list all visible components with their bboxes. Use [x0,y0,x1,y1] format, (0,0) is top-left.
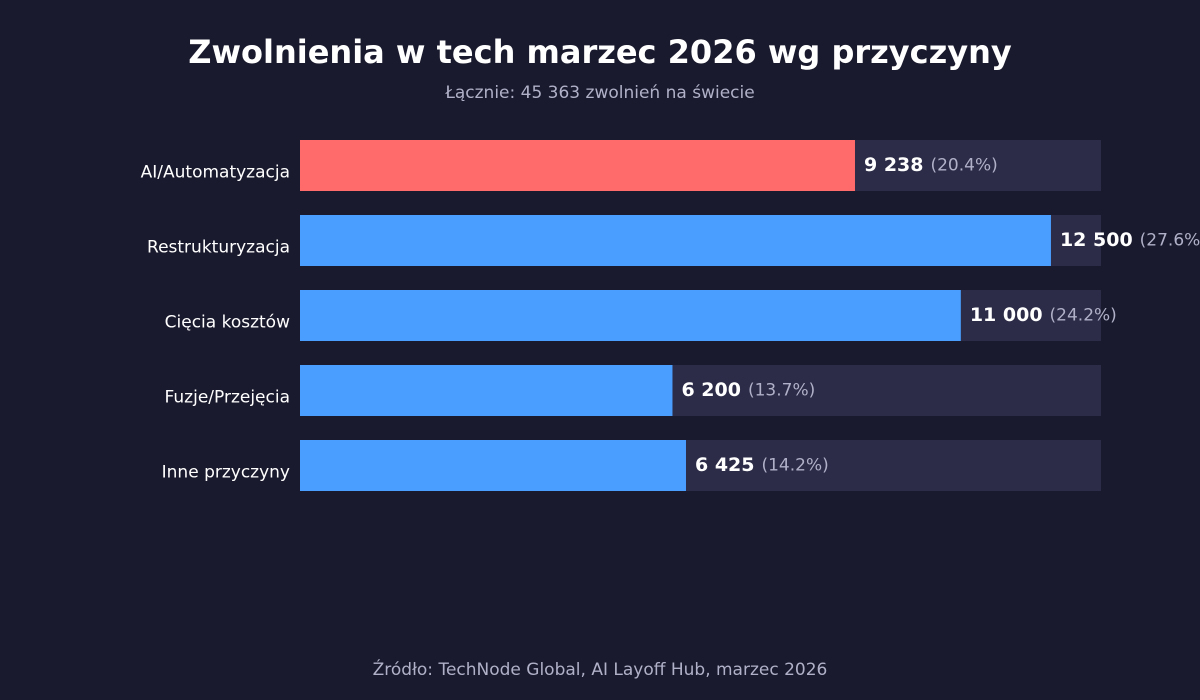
percent-label: (24.2%) [1050,306,1117,326]
value-label: 9 238 [864,154,924,176]
percent-label: (20.4%) [930,156,997,176]
category-label: Cięcia kosztów [165,313,290,333]
value-label: 6 425 [695,454,755,476]
value-label: 12 500 [1060,229,1133,251]
percent-label: (27.6%) [1140,231,1200,251]
percent-label: (14.2%) [761,456,828,476]
bar [300,440,686,491]
bar [300,290,961,341]
source-note: Źródło: TechNode Global, AI Layoff Hub, … [373,658,828,680]
value-label: 11 000 [970,304,1043,326]
chart-title: Zwolnienia w tech marzec 2026 wg przyczy… [188,33,1012,71]
percent-label: (13.7%) [748,381,815,401]
chart-subtitle: Łącznie: 45 363 zwolnień na świecie [444,83,754,103]
bar [300,215,1051,266]
category-label: AI/Automatyzacja [141,163,290,183]
bar [300,140,855,191]
category-label: Inne przyczyny [162,463,290,483]
bar [300,365,673,416]
category-label: Restrukturyzacja [147,238,290,258]
category-label: Fuzje/Przejęcia [165,388,290,408]
value-label: 6 200 [681,379,741,401]
